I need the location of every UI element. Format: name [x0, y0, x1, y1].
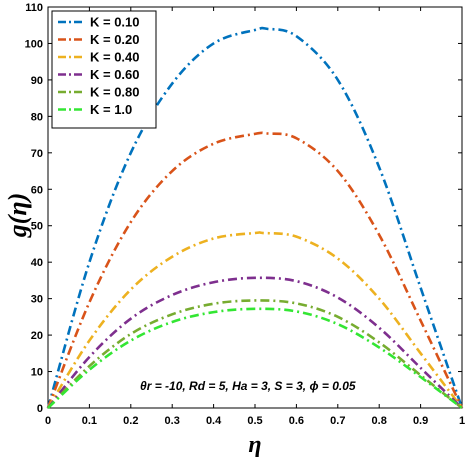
series-line	[46, 231, 464, 409]
legend-label: K = 0.40	[90, 50, 140, 65]
x-tick-label: 0.9	[413, 415, 428, 427]
y-tick-label: 70	[31, 148, 43, 160]
x-tick-label: 0.1	[82, 415, 97, 427]
x-tick-label: 0.8	[372, 415, 387, 427]
series-group	[46, 26, 464, 410]
x-tick-label: 0.4	[206, 415, 222, 427]
y-axis-label: g(η)	[3, 193, 32, 239]
y-tick-label: 0	[37, 403, 43, 415]
series-line	[46, 26, 464, 409]
y-tick-label: 10	[31, 367, 43, 379]
legend-label: K = 1.0	[90, 102, 132, 117]
x-tick-label: 0	[45, 415, 51, 427]
y-tick-label: 110	[25, 2, 43, 14]
y-tick-label: 100	[25, 38, 43, 50]
x-tick-label: 0.5	[247, 415, 262, 427]
axis-ticks: 0 0.1 0.2 0.3 0.4 0.5 0.6 0.7 0.8 0.9 101020304050…	[25, 2, 465, 427]
legend-label: K = 0.10	[90, 15, 140, 30]
series-line	[46, 276, 463, 409]
y-tick-label: 20	[31, 330, 43, 342]
x-tick-label: 0.3	[165, 415, 180, 427]
series-line	[46, 131, 464, 409]
legend-label: K = 0.20	[90, 32, 140, 47]
x-axis-label: η	[248, 432, 261, 458]
y-tick-label: 50	[31, 221, 43, 233]
parameter-annotation: θr = -10, Rd = 5, Ha = 3, S = 3, ϕ = 0.0…	[140, 379, 356, 393]
y-tick-label: 90	[31, 75, 43, 87]
x-tick-label: 0.6	[289, 415, 304, 427]
legend: K = 0.10 K = 0.20 K = 0.40 K = 0.60 K = 0.80…	[51, 10, 157, 129]
x-tick-label: 1	[459, 415, 465, 427]
x-tick-label: 0.7	[330, 415, 345, 427]
legend-label: K = 0.60	[90, 67, 140, 82]
legend-label: K = 0.80	[90, 85, 140, 100]
y-tick-label: 60	[31, 184, 43, 196]
y-tick-label: 30	[31, 294, 43, 306]
x-tick-label: 0.2	[123, 415, 138, 427]
y-tick-label: 40	[31, 257, 43, 269]
series-line	[47, 307, 463, 410]
y-tick-label: 80	[31, 111, 43, 123]
series-line	[47, 299, 463, 410]
